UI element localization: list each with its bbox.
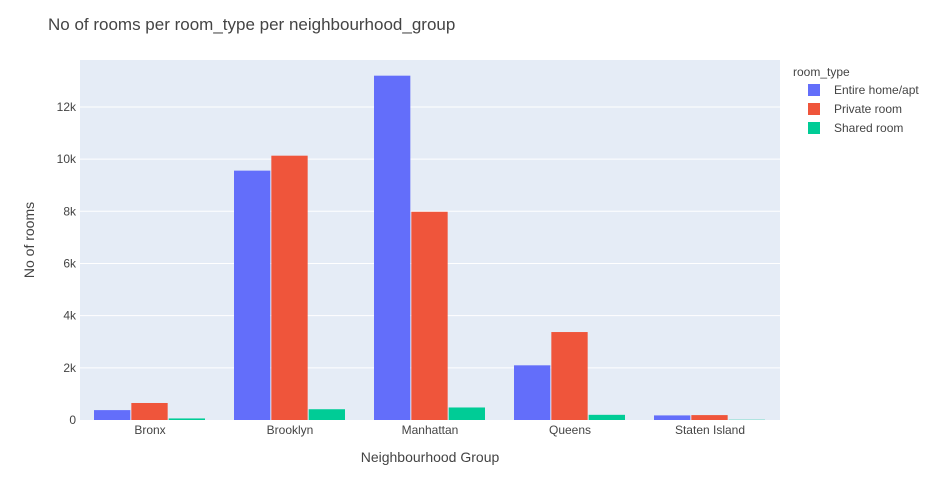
y-tick-label: 0: [69, 413, 76, 427]
bar-private-room-manhattan: [411, 211, 448, 420]
x-tick-label: Queens: [549, 423, 591, 437]
legend-label: Entire home/apt: [834, 83, 919, 97]
x-tick-label: Bronx: [134, 423, 165, 437]
bars: [94, 75, 765, 421]
y-tick-label: 6k: [63, 256, 77, 270]
legend-swatch: [808, 122, 820, 134]
x-tick-label: Staten Island: [675, 423, 745, 437]
bar-private-room-brooklyn: [271, 155, 308, 420]
x-axis-ticks: Bronx Brooklyn Manhattan Queens Staten Islan…: [134, 423, 745, 437]
bar-entire-home-apt-bronx: [94, 410, 131, 420]
y-tick-label: 2k: [63, 361, 77, 375]
y-axis-ticks: 0 2k 4k 6k 8k 10k 12k: [57, 100, 77, 427]
bar-private-room-bronx: [131, 402, 168, 420]
x-axis-title: Neighbourhood Group: [361, 449, 500, 465]
chart-title: No of rooms per room_type per neighbourh…: [48, 15, 455, 34]
bar-shared-room-bronx: [168, 418, 205, 420]
bar-private-room-staten-island: [691, 415, 728, 420]
bar-shared-room-manhattan: [448, 407, 485, 420]
legend: room_type Entire home/apt Private room Sha…: [793, 65, 919, 135]
bar-entire-home-apt-manhattan: [374, 75, 411, 421]
y-tick-label: 12k: [57, 100, 77, 114]
bar-shared-room-brooklyn: [308, 409, 345, 420]
legend-label: Private room: [834, 102, 902, 116]
bar-entire-home-apt-brooklyn: [234, 170, 271, 420]
legend-swatch: [808, 103, 820, 115]
bar-entire-home-apt-staten-island: [654, 415, 691, 420]
y-axis-title: No of rooms: [21, 202, 37, 278]
bar-private-room-queens: [551, 332, 588, 420]
y-tick-label: 8k: [63, 204, 77, 218]
legend-title: room_type: [793, 65, 850, 79]
legend-swatch: [808, 84, 820, 96]
x-tick-label: Manhattan: [402, 423, 459, 437]
legend-label: Shared room: [834, 121, 903, 135]
bar-shared-room-queens: [588, 414, 625, 420]
y-tick-label: 4k: [63, 309, 77, 323]
bar-entire-home-apt-queens: [514, 365, 551, 420]
x-tick-label: Brooklyn: [267, 423, 314, 437]
y-tick-label: 10k: [57, 152, 77, 166]
